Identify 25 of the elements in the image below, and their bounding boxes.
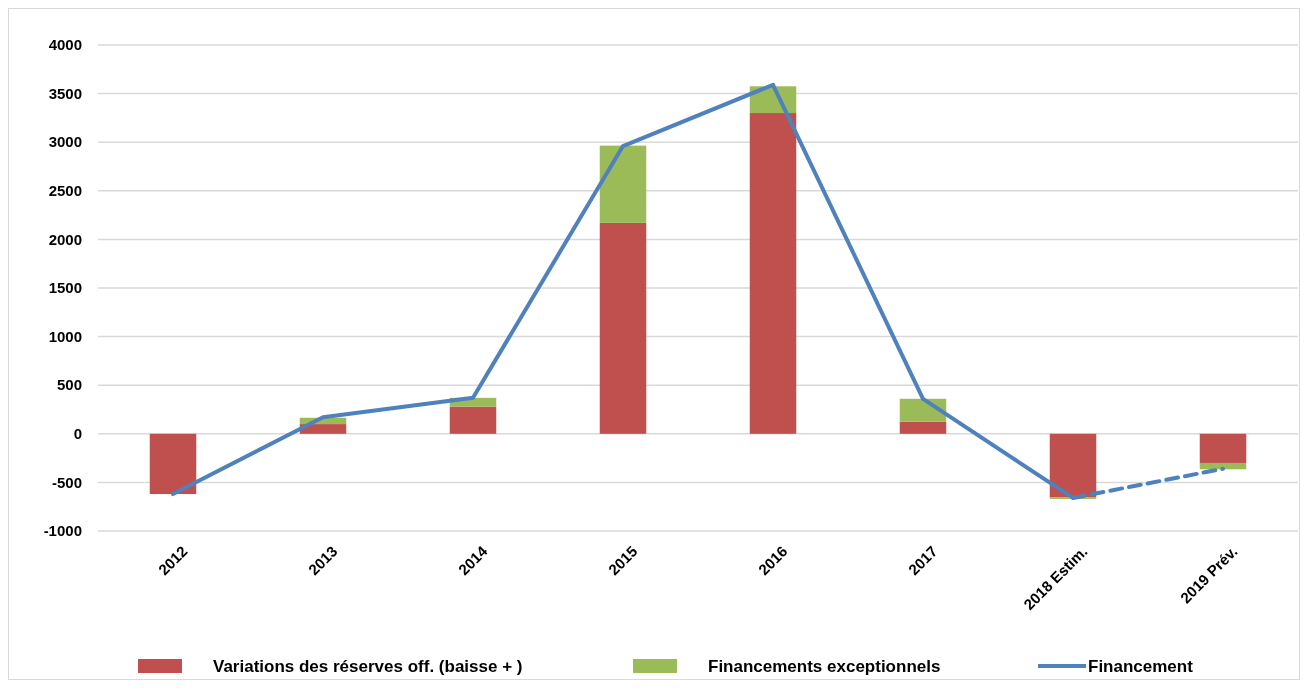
bar [1049,433,1097,498]
y-tick-label: 2000 [48,230,82,248]
legend-label: Financement [1088,656,1194,676]
y-tick-label: 4000 [48,36,82,54]
y-tick-label: 1500 [48,279,82,297]
bar [149,433,197,495]
y-tick-label: 0 [73,425,82,443]
bar [899,398,947,422]
y-tick-label: -1000 [43,522,82,540]
bar [1199,462,1247,470]
y-tick-label: -500 [51,473,82,491]
y-tick-label: 1000 [48,327,82,345]
y-tick-label: 3500 [48,84,82,102]
bar [599,145,647,223]
bar [1199,433,1247,463]
bar [449,406,497,434]
legend-label: Variations des réserves off. (baisse + ) [213,656,523,676]
bar [749,113,797,434]
bar [899,421,947,434]
bar [299,424,347,434]
y-tick-label: 2500 [48,182,82,200]
y-tick-label: 500 [56,376,82,394]
bar [599,222,647,434]
legend-label: Financements exceptionnels [708,656,941,676]
y-tick-label: 3000 [48,133,82,151]
